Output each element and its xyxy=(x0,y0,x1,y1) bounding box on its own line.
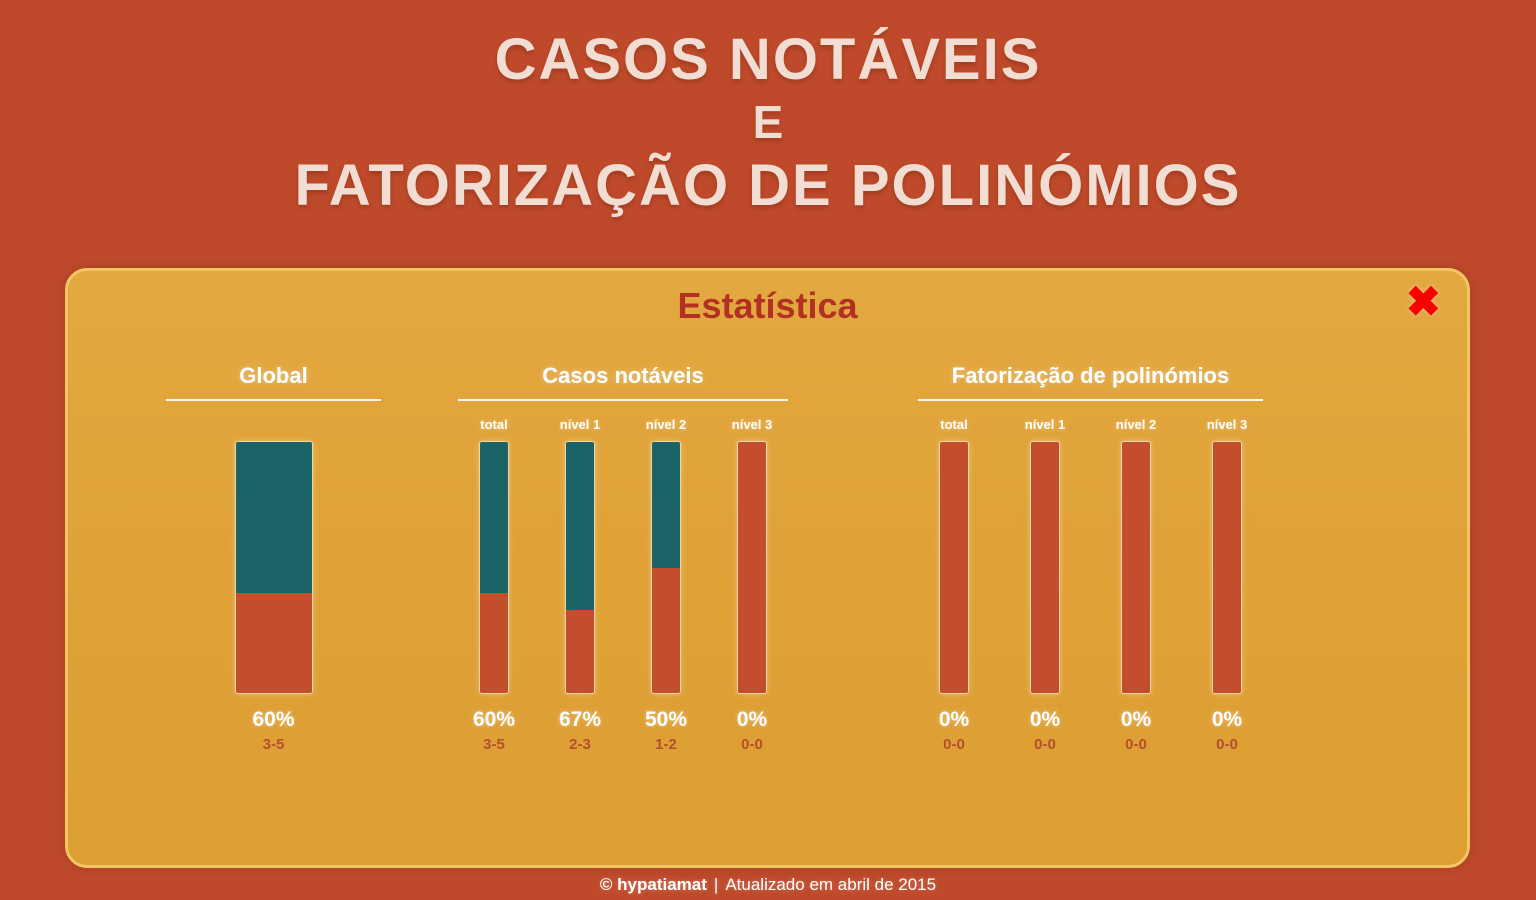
chart-group-casos-notaveis: Casos notáveis total 60% 3-5 nível 1 xyxy=(458,363,788,753)
charts-area: Global 60% 3-5 Casos notáveis xyxy=(68,363,1467,753)
bar-bottom-segment xyxy=(1122,442,1150,693)
footer-credit: © hypatiamat | Atualizado em abril de 20… xyxy=(0,875,1536,895)
bar-percent: 0% xyxy=(1211,708,1243,731)
bars-row: total 0% 0-0 nível 1 xyxy=(918,417,1263,753)
chart-group-fatorizacao: Fatorização de polinómios total 0% 0-0 n… xyxy=(918,363,1263,753)
bar-label: nível 1 xyxy=(559,417,601,432)
bar-column: nível 2 50% 1-2 xyxy=(630,417,702,753)
group-heading: Fatorização de polinómios xyxy=(918,363,1263,401)
bar-column: nível 1 0% 0-0 xyxy=(1009,417,1081,753)
bar-label: nível 2 xyxy=(645,417,687,432)
bar-label: nível 1 xyxy=(1024,417,1066,432)
bar-score: 0-0 xyxy=(741,736,763,753)
bar-top-segment xyxy=(566,442,594,611)
bar-label: nível 2 xyxy=(1115,417,1157,432)
bar-column: total 0% 0-0 xyxy=(918,417,990,753)
statistics-panel: Estatística ✖ Global 60% 3-5 xyxy=(65,268,1470,868)
bar-top-segment xyxy=(480,442,508,593)
panel-title: Estatística xyxy=(677,285,858,326)
bar-label: nível 3 xyxy=(1206,417,1248,432)
bar-percent: 0% xyxy=(1120,708,1152,731)
bar-label: total xyxy=(940,417,968,432)
stacked-bar xyxy=(651,441,681,694)
close-button[interactable]: ✖ xyxy=(1406,281,1441,323)
footer-separator: | xyxy=(713,875,719,894)
bar-percent: 60% xyxy=(472,708,516,731)
bar-bottom-segment xyxy=(235,592,312,693)
app-title: CASOS NOTÁVEIS E FATORIZAÇÃO DE POLINÓMI… xyxy=(0,0,1536,220)
bar-score: 3-5 xyxy=(483,736,505,753)
bar-score: 0-0 xyxy=(1125,736,1147,753)
group-heading: Global xyxy=(166,363,381,401)
bar-bottom-segment xyxy=(940,442,968,693)
bar-column: total 60% 3-5 xyxy=(458,417,530,753)
bar-score: 1-2 xyxy=(655,736,677,753)
app-title-line1: CASOS NOTÁVEIS xyxy=(494,27,1042,92)
bar-column: nível 3 0% 0-0 xyxy=(1191,417,1263,753)
bar-bottom-segment xyxy=(1031,442,1059,693)
stacked-bar xyxy=(939,441,969,694)
bars-row: 60% 3-5 xyxy=(166,417,381,753)
bar-score: 0-0 xyxy=(1034,736,1056,753)
bar-percent: 0% xyxy=(736,708,768,731)
close-icon: ✖ xyxy=(1405,278,1441,325)
app-title-line2: E xyxy=(752,96,784,149)
bar-percent: 0% xyxy=(1029,708,1061,731)
bar-bottom-segment xyxy=(652,567,680,693)
bar-bottom-segment xyxy=(738,442,766,693)
bar-score: 3-5 xyxy=(262,736,285,753)
bar-bottom-segment xyxy=(480,592,508,693)
bar-column: nível 1 67% 2-3 xyxy=(544,417,616,753)
bar-bottom-segment xyxy=(1213,442,1241,693)
bar-column: 60% 3-5 xyxy=(166,417,381,753)
stacked-bar xyxy=(234,441,313,694)
bar-label: total xyxy=(480,417,508,432)
bar-label: nível 3 xyxy=(731,417,773,432)
footer-updated: Atualizado em abril de 2015 xyxy=(725,875,937,894)
bar-percent: 60% xyxy=(252,708,295,731)
bar-top-segment xyxy=(235,442,312,593)
stacked-bar xyxy=(565,441,595,694)
bar-score: 0-0 xyxy=(1216,736,1238,753)
group-heading: Casos notáveis xyxy=(458,363,788,401)
bar-column: nível 2 0% 0-0 xyxy=(1100,417,1172,753)
app-title-line3: FATORIZAÇÃO DE POLINÓMIOS xyxy=(294,152,1242,218)
stacked-bar xyxy=(737,441,767,694)
stacked-bar xyxy=(1030,441,1060,694)
bar-column: nível 3 0% 0-0 xyxy=(716,417,788,753)
footer-brand: © hypatiamat xyxy=(599,875,707,894)
bar-bottom-segment xyxy=(566,610,594,693)
bar-percent: 50% xyxy=(644,708,688,731)
bars-row: total 60% 3-5 nível 1 xyxy=(458,417,788,753)
stacked-bar xyxy=(479,441,509,694)
stacked-bar xyxy=(1121,441,1151,694)
bar-top-segment xyxy=(652,442,680,568)
stacked-bar xyxy=(1212,441,1242,694)
bar-percent: 67% xyxy=(558,708,602,731)
chart-group-global: Global 60% 3-5 xyxy=(166,363,381,753)
bar-score: 0-0 xyxy=(943,736,965,753)
bar-score: 2-3 xyxy=(569,736,591,753)
bar-percent: 0% xyxy=(938,708,970,731)
